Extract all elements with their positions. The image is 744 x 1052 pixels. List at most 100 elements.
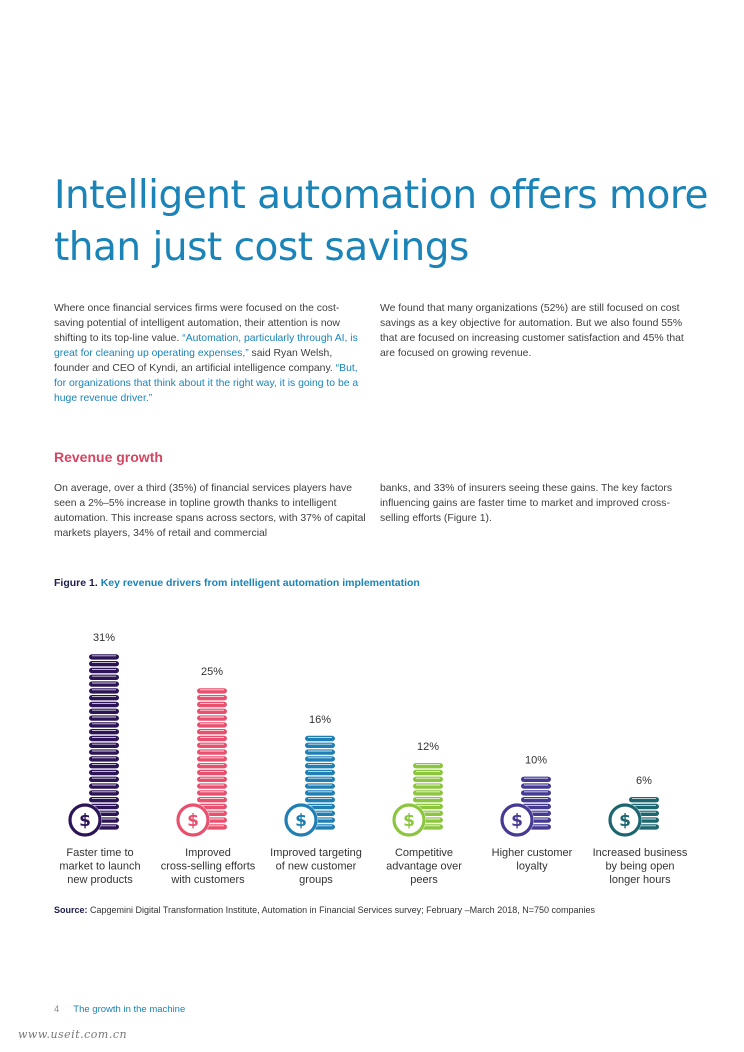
dollar-coin-icon: $ xyxy=(500,803,534,837)
coin-icon-ring xyxy=(500,803,534,837)
coin-icon-backdrop xyxy=(608,803,642,837)
category-label: by being open xyxy=(605,861,674,873)
coin xyxy=(413,769,443,776)
coin xyxy=(629,797,659,803)
revenue-left-paragraph: On average, over a third (35%) of financ… xyxy=(54,483,366,539)
coin xyxy=(413,783,443,789)
coin xyxy=(89,735,119,742)
coin xyxy=(197,797,227,803)
coin xyxy=(89,756,119,762)
coin xyxy=(89,790,119,796)
coin xyxy=(197,769,227,776)
category-label: loyalty xyxy=(516,861,548,873)
value-label: 12% xyxy=(417,741,439,753)
coin xyxy=(89,674,119,680)
intro-quote-1: “Automation, particularly through AI, is… xyxy=(54,333,358,359)
coin xyxy=(197,749,227,755)
dollar-coin-icon: $ xyxy=(176,803,210,837)
coin xyxy=(305,742,335,748)
coin xyxy=(305,735,335,742)
figure-number: Figure 1. xyxy=(54,577,98,589)
coin xyxy=(521,783,551,789)
coin xyxy=(197,715,227,721)
category-label: market to launch xyxy=(59,861,140,873)
coin-icon-ring xyxy=(68,803,102,837)
watermark: www.useit.com.cn xyxy=(18,1028,128,1041)
coin xyxy=(413,797,443,803)
coin xyxy=(89,688,119,694)
figure-title: Key revenue drivers from intelligent aut… xyxy=(100,577,420,589)
dollar-sign: $ xyxy=(79,811,91,831)
category-label: new products xyxy=(67,874,133,886)
section-heading: Revenue growth xyxy=(54,449,163,465)
coin xyxy=(197,708,227,714)
coin xyxy=(305,776,335,782)
coin xyxy=(305,756,335,762)
category-label: cross-selling efforts xyxy=(161,861,256,873)
dollar-coin-icon: $ xyxy=(392,803,426,837)
category-label: of new customer xyxy=(276,861,357,873)
coin xyxy=(197,742,227,748)
coin xyxy=(413,790,443,796)
coin xyxy=(305,797,335,803)
intro-text-1: Where once financial services firms were… xyxy=(54,303,340,344)
coin xyxy=(89,715,119,721)
category-label: Faster time to xyxy=(66,847,133,859)
coin-icon-backdrop xyxy=(176,803,210,837)
coin xyxy=(89,763,119,769)
dollar-coin-icon: $ xyxy=(608,803,642,837)
coin xyxy=(89,776,119,782)
coin xyxy=(413,776,443,782)
coin xyxy=(197,763,227,769)
coin xyxy=(89,681,119,687)
source-note: Source: Capgemini Digital Transformation… xyxy=(54,905,595,915)
coin xyxy=(197,695,227,701)
intro-quote-2: “But, for organizations that think about… xyxy=(54,363,359,404)
coin xyxy=(89,708,119,714)
category-label: longer hours xyxy=(609,874,671,886)
category-label: advantage over xyxy=(386,861,462,873)
coin xyxy=(89,661,119,667)
coin xyxy=(89,742,119,748)
coin xyxy=(305,783,335,789)
coin xyxy=(197,701,227,708)
value-label: 10% xyxy=(525,755,547,767)
revenue-right-paragraph: banks, and 33% of insurers seeing these … xyxy=(380,483,673,524)
category-label: Increased business xyxy=(593,847,688,859)
coin xyxy=(197,783,227,789)
footer-title: The growth in the machine xyxy=(73,1004,186,1015)
value-label: 16% xyxy=(309,714,331,726)
coin xyxy=(197,790,227,796)
coin-icon-ring xyxy=(284,803,318,837)
category-label: with customers xyxy=(170,874,245,886)
intro-text-2: said Ryan Welsh, founder and CEO of Kynd… xyxy=(54,348,336,374)
coin xyxy=(197,688,227,694)
coin-icon-backdrop xyxy=(500,803,534,837)
coin xyxy=(197,722,227,728)
coin xyxy=(197,729,227,735)
value-label: 6% xyxy=(636,775,652,787)
coin xyxy=(305,749,335,755)
coin xyxy=(521,790,551,796)
coin-icon-backdrop xyxy=(284,803,318,837)
coin xyxy=(89,667,119,674)
category-label: Improved xyxy=(185,847,231,859)
coin xyxy=(89,769,119,776)
bar-3: 16% $ Improved targeting of new customergro… xyxy=(270,714,362,886)
value-label: 31% xyxy=(93,632,115,644)
category-label: Improved targeting xyxy=(270,847,362,859)
dollar-coin-icon: $ xyxy=(284,803,318,837)
page-title: Intelligent automation offers more than … xyxy=(54,173,709,270)
intro-right-paragraph: We found that many organizations (52%) a… xyxy=(380,303,684,359)
coin xyxy=(89,729,119,735)
coin-icon-backdrop xyxy=(392,803,426,837)
coin xyxy=(197,735,227,742)
category-label: Higher customer xyxy=(492,847,573,859)
bar-6: 6% $ Increased business by being openlonger… xyxy=(593,775,688,886)
coin xyxy=(89,695,119,701)
coin xyxy=(89,654,119,660)
